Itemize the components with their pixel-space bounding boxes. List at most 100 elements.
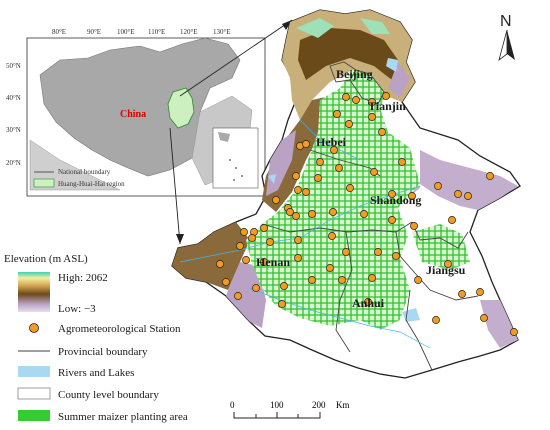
station-marker: [392, 252, 400, 260]
station-marker: [398, 158, 406, 166]
station-marker: [308, 210, 316, 218]
legend-county: County level boundary: [58, 389, 159, 401]
north-arrow: N: [498, 13, 515, 62]
legend-station: Agrometeorological Station: [58, 323, 181, 335]
station-marker: [330, 146, 338, 154]
station-marker: [360, 210, 368, 218]
station-marker: [216, 260, 224, 268]
elevation-ramp: [18, 272, 50, 312]
inset-lat-ticks: 50°N 40°N 30°N 20°N: [6, 62, 21, 167]
province-label-beijing: Beijing: [336, 67, 373, 81]
station-marker: [374, 248, 382, 256]
station-marker: [260, 224, 268, 232]
station-marker: [260, 258, 268, 266]
legend-rivers: Rivers and Lakes: [58, 367, 134, 379]
station-marker: [286, 208, 294, 216]
station-marker: [294, 254, 302, 262]
station-marker: [292, 212, 300, 220]
lake: [268, 174, 276, 184]
lat-tick-label: 40°N: [6, 94, 21, 102]
province-label-jiangsu: Jiangsu: [426, 263, 466, 277]
station-marker: [432, 316, 440, 324]
mountain-east: [420, 150, 518, 210]
lon-tick-label: 120°E: [180, 28, 198, 36]
lat-tick-label: 50°N: [6, 62, 21, 70]
station-marker: [314, 174, 322, 182]
north-arrow-left-icon: [498, 29, 508, 62]
legend-maize: Summer maizer planting area: [58, 411, 188, 423]
lon-tick-label: 110°E: [148, 28, 165, 36]
scale-unit: Km: [336, 400, 350, 410]
station-marker: [448, 216, 456, 224]
provincial-boundaries: [261, 61, 479, 371]
inset-legend-region: Huang-Huai-Hai region: [58, 180, 125, 188]
station-marker: [280, 282, 288, 290]
station-marker: [454, 190, 462, 198]
lake: [386, 58, 398, 72]
station-marker: [370, 168, 378, 176]
station-marker: [444, 260, 452, 268]
inset-legend-national: National boundary: [58, 168, 111, 176]
station-marker: [326, 264, 334, 272]
scale-bar: 0 100 200 Km: [230, 400, 350, 419]
station-marker: [292, 172, 300, 180]
station-marker: [345, 120, 353, 128]
station-marker: [294, 236, 302, 244]
inset-map: 80°E 90°E 100°E 110°E 120°E 130°E 50°N 4…: [6, 28, 266, 197]
lon-tick-label: 130°E: [213, 28, 231, 36]
station-marker: [408, 192, 416, 200]
station-legend-icon: [29, 323, 39, 333]
lat-tick-label: 30°N: [6, 126, 21, 134]
maize-swatch: [18, 410, 50, 421]
hhh-region-inset: [167, 87, 195, 129]
north-label: N: [500, 13, 512, 30]
scale-label-0: 0: [230, 400, 235, 410]
rivers-swatch: [18, 366, 50, 377]
county-swatch: [17, 387, 51, 400]
legend-elevation-high: High: 2062: [58, 272, 108, 284]
station-marker: [240, 228, 248, 236]
station-marker: [464, 192, 472, 200]
stations-layer: [216, 92, 518, 336]
scale-label-100: 100: [270, 400, 284, 410]
station-marker: [302, 140, 310, 148]
province-label-henan: Henan: [256, 255, 290, 269]
station-marker: [352, 96, 360, 104]
province-label-hebei: Hebei: [316, 135, 347, 149]
station-marker: [414, 276, 422, 284]
lon-tick-label: 90°E: [87, 28, 101, 36]
station-marker: [234, 292, 242, 300]
legend-provincial: Provincial boundary: [58, 346, 148, 358]
province-label-tianjin: Tianjin: [368, 99, 406, 113]
station-marker: [242, 256, 250, 264]
station-marker: [329, 208, 337, 216]
station-marker: [458, 290, 466, 298]
province-label-shandong: Shandong: [370, 193, 421, 207]
lat-tick-label: 20°N: [6, 159, 21, 167]
station-marker: [278, 300, 286, 308]
lon-tick-label: 80°E: [52, 28, 66, 36]
station-marker: [388, 216, 396, 224]
region-swatch: [33, 178, 55, 188]
legend-elevation-low: Low: −3: [58, 303, 96, 315]
station-marker: [510, 328, 518, 336]
station-marker: [248, 234, 256, 242]
station-marker: [410, 222, 418, 230]
station-marker: [338, 276, 346, 284]
china-label: China: [120, 109, 146, 120]
station-marker: [476, 288, 484, 296]
lon-tick-label: 100°E: [117, 28, 135, 36]
station-marker: [342, 93, 350, 101]
station-marker: [294, 186, 302, 194]
station-marker: [328, 232, 336, 240]
station-marker: [236, 242, 244, 250]
station-marker: [316, 158, 324, 166]
station-marker: [486, 172, 494, 180]
station-marker: [346, 184, 354, 192]
station-marker: [434, 182, 442, 190]
station-marker: [272, 196, 280, 204]
legend-elevation-title: Elevation (m ASL): [4, 253, 88, 265]
station-marker: [302, 188, 310, 196]
